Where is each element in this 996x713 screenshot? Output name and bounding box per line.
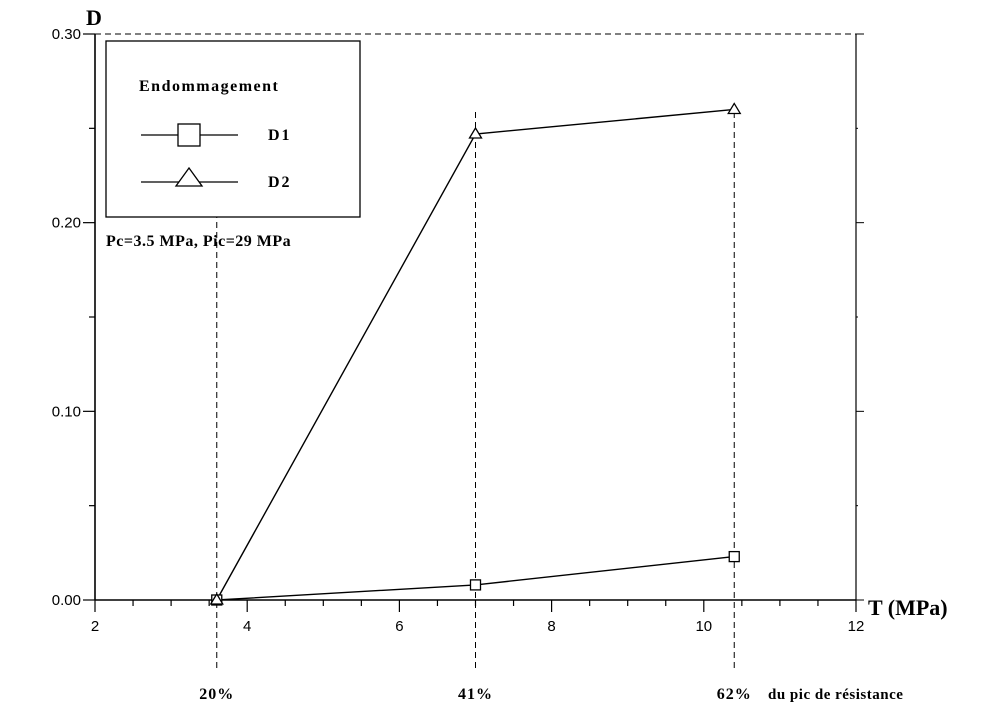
legend-d2-label: D2 (268, 174, 292, 191)
point-d2 (727, 102, 742, 115)
reference-suffix: du pic de résistance (768, 687, 903, 703)
legend-d1-marker (177, 123, 201, 147)
x-tick-label: 2 (91, 618, 99, 635)
x-tick-label: 4 (243, 618, 251, 635)
reference-lines: 20% 41% 62% (199, 112, 751, 703)
reference-label: 20% (199, 686, 234, 703)
y-axis-title: D (86, 5, 102, 30)
y-tick-label: 0.10 (52, 403, 81, 420)
point-d2 (209, 592, 224, 605)
legend-d2-marker (174, 166, 204, 187)
point-d1 (728, 550, 740, 563)
x-tick-label: 6 (395, 618, 403, 635)
x-tick-label: 10 (695, 618, 712, 635)
minor-ticks (83, 33, 864, 612)
data-markers (209, 102, 742, 606)
conditions-annotation: Pc=3.5 MPa, Pic=29 MPa (106, 233, 291, 250)
point-d1 (469, 579, 482, 591)
legend-d1-label: D1 (268, 127, 292, 144)
x-tick-label: 8 (547, 618, 555, 635)
legend-box (105, 40, 361, 218)
x-axis-title: T (MPa) (868, 595, 948, 620)
x-tick-label: 12 (848, 618, 865, 635)
y-tick-label: 0.20 (52, 215, 81, 232)
reference-label: 62% (717, 686, 752, 703)
y-tick-label: 0.00 (52, 592, 81, 609)
point-d2 (468, 126, 483, 139)
legend-title: Endommagement (139, 78, 279, 95)
tick-labels: 2 4 6 8 10 12 0.00 0.10 0.20 0.30 (52, 26, 865, 635)
y-tick-label: 0.30 (52, 26, 81, 43)
reference-label: 41% (458, 686, 493, 703)
